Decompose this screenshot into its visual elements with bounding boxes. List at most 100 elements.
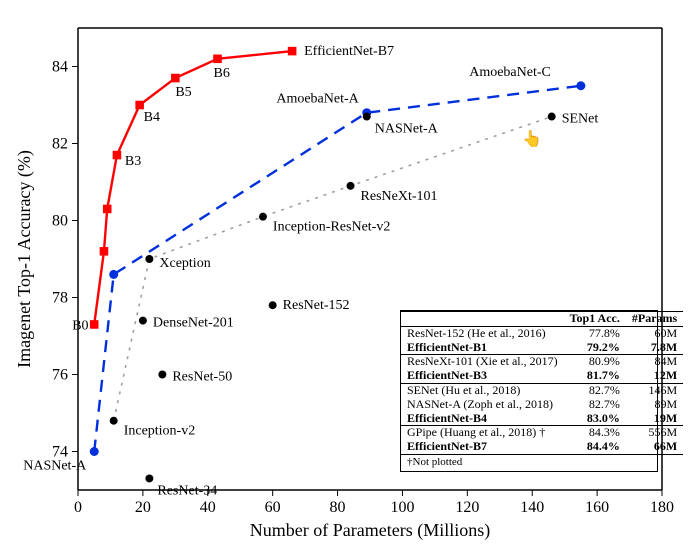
- x-tick-label: 40: [200, 499, 216, 516]
- y-axis-title: Imagenet Top-1 Accuracy (%): [14, 150, 35, 368]
- scatter-label: Xception: [159, 256, 210, 271]
- inset-cell-params: 89M: [626, 398, 683, 412]
- inset-header-params: #Params: [626, 312, 683, 327]
- inset-cell-acc: 83.0%: [564, 412, 626, 426]
- scatter-label: NASNet-A: [23, 459, 87, 474]
- inset-cell-acc: 79.2%: [564, 341, 626, 355]
- scatter-marker: [145, 255, 153, 263]
- y-tick-label: 82: [52, 136, 68, 153]
- inset-table-row: GPipe (Huang et al., 2018) †84.3%556M: [401, 426, 683, 440]
- scatter-marker: [158, 371, 166, 379]
- inset-cell-name: EfficientNet-B7: [401, 440, 564, 454]
- efficientnet-label: EfficientNet-B7: [304, 44, 394, 59]
- inset-cell-params: 7.8M: [626, 341, 683, 355]
- inset-cell-acc: 82.7%: [564, 398, 626, 412]
- scatter-label: DenseNet-201: [153, 316, 234, 331]
- inset-cell-name: EfficientNet-B4: [401, 412, 564, 426]
- scatter-label: SENet: [562, 112, 599, 127]
- inset-cell-params: 66M: [626, 440, 683, 454]
- efficientnet-label: B5: [175, 85, 191, 100]
- scatter-marker: [347, 182, 355, 190]
- inset-cell-acc: 84.3%: [564, 426, 626, 440]
- scatter-label: ResNeXt-101: [361, 189, 438, 204]
- efficientnet-label: B4: [144, 110, 160, 125]
- efficientnet-line: [94, 51, 292, 324]
- inset-cell-params: 556M: [626, 426, 683, 440]
- inset-cell-name: GPipe (Huang et al., 2018) †: [401, 426, 564, 440]
- inset-footnote: †Not plotted: [401, 454, 683, 470]
- efficientnet-marker: [171, 74, 180, 83]
- scatter-label: ResNet-152: [283, 298, 350, 313]
- efficientnet-label: B0: [72, 318, 88, 333]
- inset-cell-params: 84M: [626, 355, 683, 369]
- blue-marker: [109, 270, 118, 279]
- x-tick-label: 20: [135, 499, 151, 516]
- inset-table-table: Top1 Acc.#ParamsResNet-152 (He et al., 2…: [401, 311, 683, 471]
- scatter-marker: [363, 113, 371, 121]
- scatter-marker: [145, 474, 153, 482]
- x-tick-label: 160: [585, 499, 609, 516]
- inset-cell-name: ResNet-152 (He et al., 2016): [401, 326, 564, 340]
- inset-cell-acc: 77.8%: [564, 326, 626, 340]
- inset-table: Top1 Acc.#ParamsResNet-152 (He et al., 2…: [400, 310, 658, 472]
- y-tick-label: 80: [52, 213, 68, 230]
- efficientnet-label: B3: [125, 154, 141, 169]
- inset-table-row: SENet (Hu et al., 2018)82.7%146M: [401, 383, 683, 397]
- x-tick-label: 60: [265, 499, 281, 516]
- x-tick-label: 180: [650, 499, 674, 516]
- efficientnet-marker: [100, 247, 109, 256]
- inset-cell-acc: 82.7%: [564, 383, 626, 397]
- inset-header-blank: [401, 312, 564, 327]
- efficientnet-marker: [213, 55, 222, 64]
- inset-table-row: EfficientNet-B483.0%19M: [401, 412, 683, 426]
- scatter-label: NASNet-A: [375, 122, 439, 137]
- inset-cell-params: 60M: [626, 326, 683, 340]
- inset-cell-params: 12M: [626, 369, 683, 383]
- inset-cell-acc: 80.9%: [564, 355, 626, 369]
- x-tick-label: 120: [455, 499, 479, 516]
- inset-cell-name: NASNet-A (Zoph et al., 2018): [401, 398, 564, 412]
- inset-cell-name: SENet (Hu et al., 2018): [401, 383, 564, 397]
- efficientnet-marker: [288, 47, 297, 56]
- scatter-marker: [548, 113, 556, 121]
- inset-cell-params: 146M: [626, 383, 683, 397]
- efficientnet-marker: [135, 101, 144, 110]
- inset-cell-params: 19M: [626, 412, 683, 426]
- chart-container: 0 20 40 60 80 100 120 140 160 180 Number of Parame…: [0, 0, 694, 555]
- inset-table-foot-row: †Not plotted: [401, 454, 683, 470]
- inset-table-row: EfficientNet-B784.4%66M: [401, 440, 683, 454]
- scatter-marker: [110, 417, 118, 425]
- scatter-marker: [269, 301, 277, 309]
- efficientnet-marker: [90, 320, 99, 329]
- inset-table-row: EfficientNet-B179.2%7.8M: [401, 341, 683, 355]
- efficientnet-marker: [103, 205, 112, 214]
- inset-cell-name: EfficientNet-B1: [401, 341, 564, 355]
- inset-table-header-row: Top1 Acc.#Params: [401, 312, 683, 327]
- scatter-marker: [577, 82, 585, 90]
- inset-cell-acc: 81.7%: [564, 369, 626, 383]
- inset-table-row: NASNet-A (Zoph et al., 2018)82.7%89M: [401, 398, 683, 412]
- scatter-marker: [139, 317, 147, 325]
- efficientnet-label: B6: [214, 66, 230, 81]
- x-axis-title: Number of Parameters (Millions): [250, 520, 490, 541]
- chart-svg: 0 20 40 60 80 100 120 140 160 180 Number of Parame…: [0, 0, 694, 555]
- y-tick-label: 84: [52, 59, 68, 76]
- scatter-label: AmoebaNet-C: [469, 65, 551, 80]
- scatter-label: ResNet-34: [157, 483, 217, 498]
- inset-cell-name: ResNeXt-101 (Xie et al., 2017): [401, 355, 564, 369]
- x-tick-label: 140: [520, 499, 544, 516]
- x-tick-label: 100: [390, 499, 414, 516]
- x-tick-label: 80: [330, 499, 346, 516]
- inset-header-acc: Top1 Acc.: [564, 312, 626, 327]
- scatter-marker: [90, 448, 98, 456]
- inset-cell-acc: 84.4%: [564, 440, 626, 454]
- inset-table-row: EfficientNet-B381.7%12M: [401, 369, 683, 383]
- scatter-marker: [259, 213, 267, 221]
- efficientnet-marker: [113, 151, 122, 160]
- inset-table-row: ResNet-152 (He et al., 2016)77.8%60M: [401, 326, 683, 340]
- scatter-label: ResNet-50: [172, 370, 232, 385]
- scatter-label: Inception-v2: [124, 424, 196, 439]
- x-tick-label: 0: [74, 499, 82, 516]
- inset-cell-name: EfficientNet-B3: [401, 369, 564, 383]
- y-tick-label: 78: [52, 290, 68, 307]
